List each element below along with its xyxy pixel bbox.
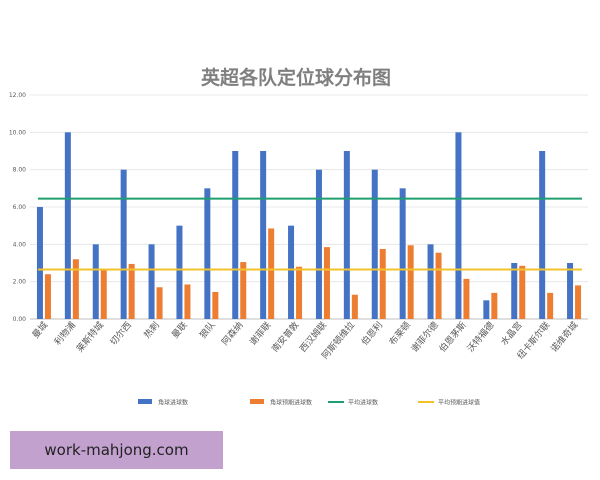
bar-expected	[212, 291, 219, 319]
bar-goals	[288, 225, 295, 319]
y-tick-label: 8.00	[13, 167, 27, 174]
bar-expected	[44, 274, 51, 319]
bar-expected	[575, 285, 582, 319]
x-tick-label: 曼城	[30, 320, 50, 341]
bar-goals	[260, 151, 267, 319]
bar-goals	[511, 263, 518, 319]
x-tick-label: 莱斯特城	[74, 319, 106, 354]
x-tick-label: 南安普敦	[269, 319, 301, 354]
x-tick-label: 伯恩茅斯	[436, 319, 468, 354]
bar-goals	[371, 169, 378, 319]
bar-goals	[567, 263, 574, 319]
bar-goals	[64, 132, 71, 319]
bar-goals	[399, 188, 406, 319]
bar-expected	[463, 278, 470, 319]
bar-expected	[323, 247, 330, 319]
legend-swatch	[138, 399, 152, 404]
bar-expected	[435, 252, 442, 319]
legend-label: 角球预期进球数	[270, 399, 312, 407]
x-tick-label: 阿森纳	[219, 319, 246, 347]
x-tick-label: 水晶宫	[498, 319, 525, 347]
x-tick-label: 谢菲联	[247, 319, 274, 347]
bar-expected	[268, 228, 275, 319]
bar-expected	[547, 292, 554, 319]
x-tick-label: 狼队	[197, 319, 218, 341]
reference-lines	[38, 197, 582, 271]
bar-expected	[491, 292, 498, 319]
bar-expected	[100, 268, 107, 319]
x-tick-label: 热刺	[141, 319, 162, 341]
bar-expected	[351, 294, 358, 319]
y-tick-label: 2.00	[13, 279, 27, 286]
x-tick-label: 利物浦	[52, 319, 79, 347]
y-tick-label: 6.00	[13, 204, 27, 211]
bars	[36, 132, 582, 319]
x-tick-label: 布莱顿	[386, 319, 413, 347]
bar-expected	[407, 245, 414, 319]
legend-label: 平均进球数	[348, 399, 378, 407]
legend-label: 平均预期进球值	[438, 399, 480, 407]
bar-goals	[427, 244, 434, 319]
y-axis: 0.00 2.00 4.00 6.00 8.00 10.00 12.00	[9, 92, 26, 323]
bar-goals	[120, 169, 127, 319]
x-tick-label: 切尔西	[107, 319, 134, 347]
bar-goals	[36, 207, 43, 319]
bar-goals	[148, 244, 155, 319]
y-tick-label: 10.00	[9, 129, 26, 136]
legend: 角球进球数 角球预期进球数 平均进球数 平均预期进球值	[138, 399, 480, 407]
bar-expected	[296, 266, 303, 319]
bar-goals	[315, 169, 322, 319]
bar-goals	[176, 225, 183, 319]
x-tick-label: 伯恩利	[358, 319, 385, 347]
bar-expected	[184, 284, 191, 319]
x-tick-label: 诺维奇城	[548, 319, 580, 354]
y-tick-label: 4.00	[13, 241, 27, 248]
bar-goals	[232, 151, 239, 319]
y-tick-label: 12.00	[9, 92, 26, 99]
watermark: work-mahjong.com	[10, 431, 223, 469]
bar-goals	[483, 300, 490, 319]
bar-expected	[156, 287, 163, 319]
bar-expected	[519, 265, 526, 319]
bar-goals	[343, 151, 350, 319]
x-tick-label: 曼联	[170, 320, 190, 341]
x-tick-label: 谢菲尔德	[409, 319, 441, 354]
bar-goals	[204, 188, 211, 319]
bar-expected	[128, 263, 135, 319]
legend-swatch	[250, 399, 264, 404]
bar-expected	[72, 259, 79, 319]
legend-label: 角球进球数	[158, 399, 188, 407]
bar-goals	[539, 151, 546, 319]
x-tick-label: 沃特福德	[464, 319, 496, 354]
bar-goals	[455, 132, 462, 319]
gridlines	[30, 94, 588, 320]
bar-goals	[92, 244, 99, 319]
bar-expected	[240, 262, 247, 319]
chart-title: 英超各队定位球分布图	[201, 66, 391, 89]
bar-expected	[379, 249, 386, 319]
y-tick-label: 0.00	[13, 316, 27, 323]
